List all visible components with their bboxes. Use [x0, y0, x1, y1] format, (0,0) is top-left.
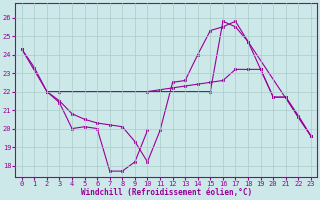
X-axis label: Windchill (Refroidissement éolien,°C): Windchill (Refroidissement éolien,°C) [81, 188, 252, 197]
